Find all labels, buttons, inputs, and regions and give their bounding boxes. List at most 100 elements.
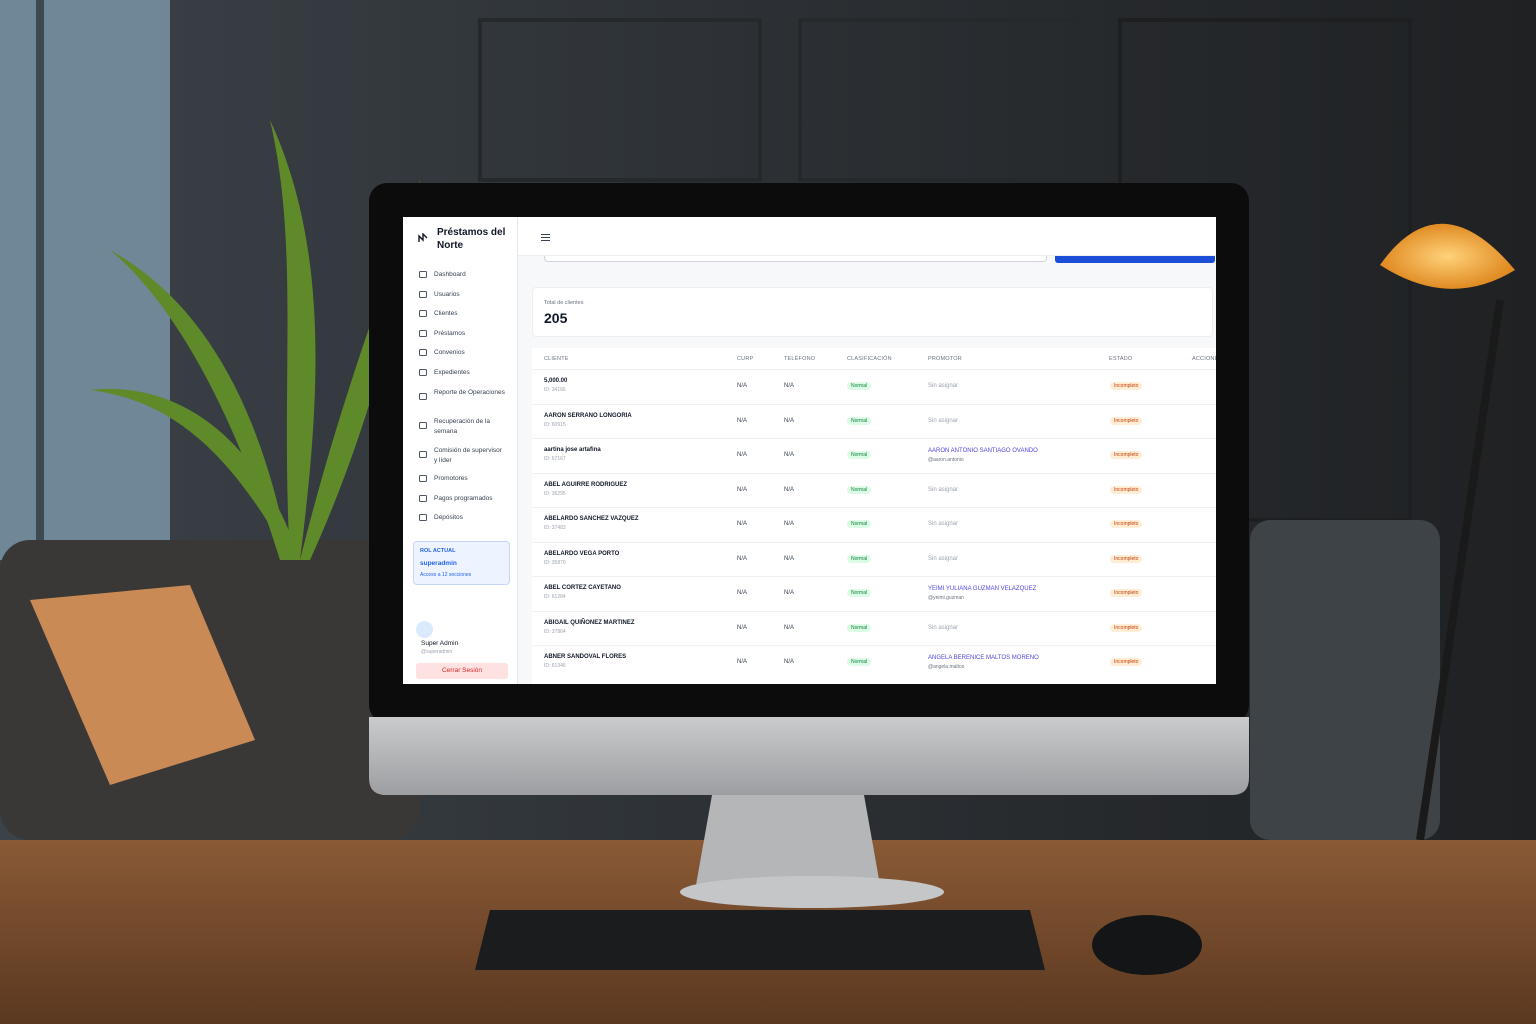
summary-label: Total de clientes: [544, 300, 584, 306]
nav-item[interactable]: Convenios: [434, 349, 465, 356]
status-badge: Incompleto: [1110, 658, 1143, 666]
status: Incompleto: [1110, 658, 1143, 666]
phone: N/A: [784, 521, 795, 527]
nav-item[interactable]: Recuperación de la semana: [434, 418, 491, 435]
table-row[interactable]: ABIGAIL QUIÑONEZ MARTINEZ ID: 37864 N/A N/A…: [532, 610, 1216, 646]
monitor-chin: [369, 717, 1249, 795]
nav-item[interactable]: Comisión de supervisor y líder: [434, 447, 502, 464]
nav-item[interactable]: Reporte de Operaciones: [434, 389, 505, 396]
status-badge: Incompleto: [1110, 451, 1143, 459]
nav-icon: [419, 349, 427, 356]
classification-badge: Normal: [847, 520, 872, 528]
classification: Normal: [847, 451, 872, 459]
client-id: ID: 61346: [544, 663, 566, 669]
classification-badge: Normal: [847, 623, 872, 632]
client-name: ABELARDO SANCHEZ VAZQUEZ: [544, 516, 639, 522]
client-id: ID: 60915: [544, 421, 566, 428]
status: Incompleto: [1110, 554, 1143, 563]
status: Incompleto: [1110, 520, 1143, 528]
client-id: ID: 67167: [544, 456, 566, 462]
user-handle: @superadmin: [421, 649, 453, 655]
lamp-shade: [1380, 223, 1515, 289]
nav-icon: [419, 514, 427, 521]
nav-item[interactable]: Expedientes: [434, 368, 470, 376]
role-value: superadmin: [420, 560, 457, 567]
column-header: CLASIFICACIÓN: [847, 356, 892, 362]
promoter-link[interactable]: YEIMI YULIANA GUZMAN VELAZQUEZ: [928, 586, 1037, 592]
summary-card: Total de clientes 205: [532, 287, 1213, 337]
classification-badge: Normal: [847, 451, 872, 459]
table-row[interactable]: ABELARDO VEGA PORTO ID: 35870 N/A N/A Normal…: [532, 541, 1216, 577]
curp: N/A: [737, 555, 748, 562]
nav-icon: [419, 475, 427, 482]
column-header: PROMOTOR: [928, 356, 962, 362]
phone: N/A: [784, 417, 795, 424]
app-screen: Préstamos del Norte Dashboard Usuarios Cli…: [403, 217, 1216, 684]
nav-item[interactable]: Depósitos: [434, 514, 463, 521]
table-row[interactable]: aartina jose artafina ID: 67167 N/A N/A Norm…: [532, 438, 1216, 473]
status: Incompleto: [1110, 451, 1143, 459]
table-row[interactable]: 5,000.00 ID: 34166 N/A N/A Normal Sin asignar…: [532, 369, 1216, 404]
promoter: Sin asignar: [928, 521, 959, 527]
nav-item[interactable]: Pagos programados: [434, 494, 493, 502]
table-row[interactable]: ABEL CORTEZ CAYETANO ID: 61284 N/A N/A Norma…: [532, 576, 1216, 611]
classification-badge: Normal: [847, 382, 872, 390]
top-bar: [518, 217, 1216, 256]
promoter-link[interactable]: AARON ANTONIO SANTIAGO OVANDO: [928, 448, 1038, 454]
promoter: Sin asignar: [928, 624, 959, 631]
promoter-link[interactable]: ANGELA BERENICE MALTOS MORENO: [928, 655, 1039, 661]
pillow: [30, 585, 255, 785]
status: Incompleto: [1110, 416, 1143, 425]
client-name: 5,000.00: [544, 378, 568, 384]
logout-button[interactable]: Cerrar Sesión: [416, 663, 508, 679]
avatar: [416, 621, 433, 638]
nav-item[interactable]: Clientes: [434, 310, 458, 317]
table-row[interactable]: ABEL AGUIRRE RODRIGUEZ ID: 36295 N/A N/A Nor…: [532, 472, 1216, 508]
classification-badge: Normal: [847, 589, 872, 597]
curp: N/A: [737, 521, 748, 527]
status: Incompleto: [1110, 485, 1143, 494]
classification: Normal: [847, 416, 872, 425]
curp: N/A: [737, 624, 748, 631]
phone: N/A: [784, 383, 795, 389]
clients-table: CLIENTE CURP TELÉFONO CLASIFICACIÓN PROMOTOR…: [532, 348, 1216, 684]
brand: Préstamos del Norte: [437, 227, 506, 251]
wall-panel: [798, 18, 1082, 182]
status-badge: Incompleto: [1110, 416, 1143, 425]
lamp-stand: [1416, 299, 1504, 841]
client-id: ID: 37864: [544, 628, 566, 635]
status-badge: Incompleto: [1110, 485, 1143, 494]
promoter: Sin asignar: [928, 486, 959, 493]
nav-item[interactable]: Promotores: [434, 475, 468, 482]
table-row[interactable]: ABELARDO SANCHEZ VAZQUEZ ID: 37483 N/A N/A N…: [532, 507, 1216, 542]
column-header: CURP: [737, 356, 754, 362]
summary-value: 205: [544, 310, 568, 326]
nav-item[interactable]: Dashboard: [434, 271, 466, 278]
curp: N/A: [737, 383, 748, 389]
status-badge: Incompleto: [1110, 382, 1143, 390]
menu-button[interactable]: [541, 234, 550, 241]
nav-icon: [419, 368, 427, 376]
phone: N/A: [784, 452, 795, 458]
monitor-base: [680, 876, 944, 908]
classification: Normal: [847, 520, 872, 528]
client-name: aartina jose artafina: [544, 447, 601, 453]
client-id: ID: 34166: [544, 387, 566, 393]
table-row[interactable]: AARON SERRANO LONGORIA ID: 60915 N/A N/A Nor…: [532, 403, 1216, 439]
client-id: ID: 37483: [544, 525, 566, 531]
status: Incompleto: [1110, 623, 1143, 632]
status: Incompleto: [1110, 589, 1143, 597]
column-header: CLIENTE: [544, 356, 569, 362]
phone: N/A: [784, 590, 795, 596]
status-badge: Incompleto: [1110, 589, 1143, 597]
nav-icon: [419, 271, 427, 278]
nav-item[interactable]: Préstamos: [434, 329, 466, 337]
promoter-handle: @aaron.antonio: [928, 457, 964, 463]
role-label: ROL ACTUAL: [420, 548, 456, 554]
nav-item[interactable]: Usuarios: [434, 290, 460, 298]
status-badge: Incompleto: [1110, 623, 1143, 632]
promoter: Sin asignar: [928, 417, 959, 424]
table-row[interactable]: ABNER SANDOVAL FLORES ID: 61346 N/A N/A Norm…: [532, 645, 1216, 680]
